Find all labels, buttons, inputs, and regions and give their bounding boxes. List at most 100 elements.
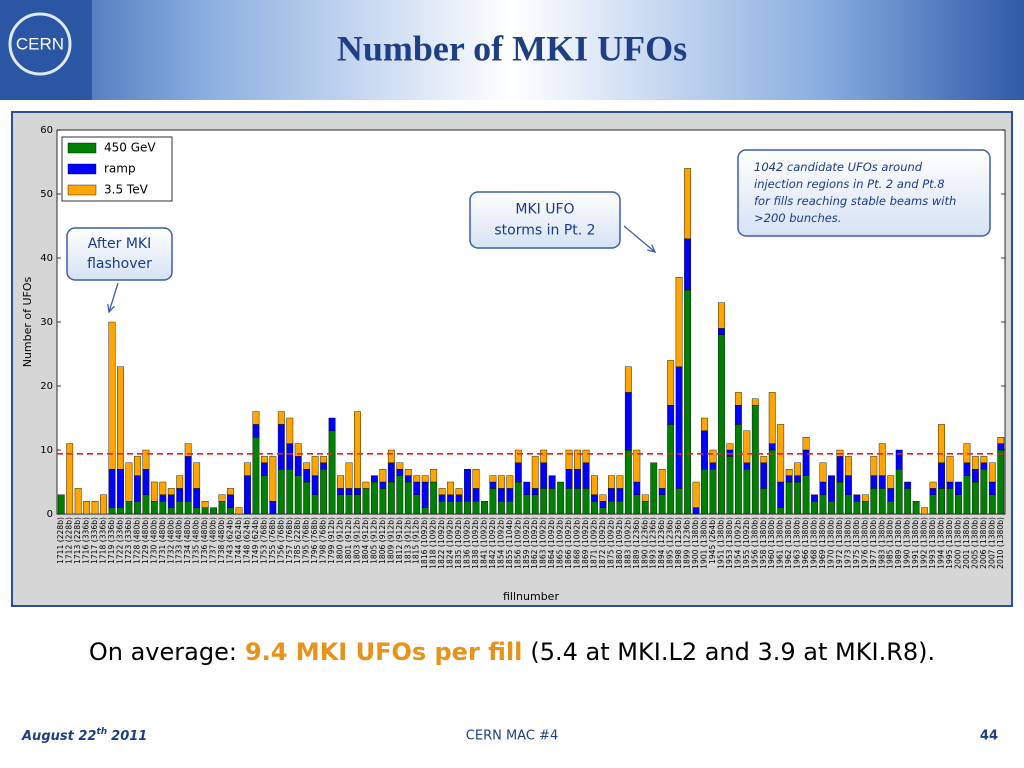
bar-segment bbox=[303, 481, 311, 515]
bar-segment bbox=[142, 469, 150, 496]
x-tick-label: 1723 (336b) bbox=[124, 517, 133, 564]
bar-segment bbox=[599, 507, 607, 515]
bar-segment bbox=[210, 507, 218, 515]
x-tick-label: 1864 (1092b) bbox=[547, 517, 556, 569]
bar-segment bbox=[684, 238, 692, 291]
x-tick-label: 1966 (1380b) bbox=[801, 517, 810, 569]
x-tick-label: 2010 (1380b) bbox=[996, 517, 1005, 569]
x-tick-label: 1992 (1380b) bbox=[920, 517, 929, 569]
x-tick-label: 1757 (768b) bbox=[285, 517, 294, 564]
x-tick-label: 1868 (1092b) bbox=[573, 517, 582, 569]
bar-segment bbox=[861, 501, 869, 515]
bar-segment bbox=[447, 501, 455, 515]
bar-segment bbox=[599, 494, 607, 502]
bar-segment bbox=[591, 475, 598, 496]
bar-segment bbox=[159, 481, 167, 496]
bar-segment bbox=[777, 481, 785, 508]
annotation-arrow bbox=[623, 225, 656, 253]
legend-label: ramp bbox=[104, 162, 136, 176]
x-tick-label: 1732 (480b) bbox=[166, 517, 175, 564]
x-tick-label: 1985 (1380b) bbox=[886, 517, 895, 569]
x-tick-label: 1800 (912b) bbox=[336, 517, 345, 564]
bar-segment bbox=[938, 488, 945, 515]
logo-ring bbox=[8, 12, 72, 76]
bar-segment bbox=[887, 501, 895, 515]
x-tick-label: 1995 (1380b) bbox=[945, 517, 954, 569]
x-tick-label: 1803 (912b) bbox=[352, 517, 361, 564]
x-tick-label: 1801 (912b) bbox=[344, 517, 353, 564]
bar-segment bbox=[481, 501, 488, 515]
x-tick-label: 1970 (1380b) bbox=[826, 517, 835, 569]
annotation-arrow bbox=[108, 282, 119, 313]
bar-segment bbox=[904, 488, 912, 515]
bar-segment bbox=[658, 494, 666, 515]
y-axis-label: Number of UFOs bbox=[21, 276, 34, 367]
x-tick-label: 1975 (1380b) bbox=[852, 517, 861, 569]
bar-segment bbox=[904, 481, 912, 489]
bar-segment bbox=[379, 488, 387, 515]
bar-segment bbox=[574, 488, 581, 515]
y-tick-label: 10 bbox=[40, 445, 53, 456]
bar-segment bbox=[218, 501, 226, 515]
x-tick-label: 1822 (1092b) bbox=[437, 517, 446, 569]
x-tick-label: 1735 (480b) bbox=[192, 517, 201, 564]
x-tick-label: 1799 (912b) bbox=[327, 517, 336, 564]
bar-segment bbox=[929, 488, 937, 495]
legend-swatch bbox=[67, 163, 97, 175]
bar-segment bbox=[768, 392, 776, 444]
bar-segment bbox=[117, 366, 124, 470]
bar-segment bbox=[362, 488, 370, 515]
x-tick-label: 1818 (1092b) bbox=[429, 517, 438, 569]
header-band bbox=[0, 0, 1024, 100]
bar-segment bbox=[303, 469, 311, 483]
x-tick-label: 1842 (1092b) bbox=[488, 517, 497, 569]
bar-segment bbox=[413, 475, 421, 483]
annotation-text: injection regions in Pt. 2 and Pt.8 bbox=[754, 177, 945, 191]
x-tick-label: 1875 (1092b) bbox=[606, 517, 615, 569]
x-tick-label: 1866 (1092b) bbox=[564, 517, 573, 569]
bar-segment bbox=[921, 507, 929, 515]
x-tick-label: 1993 (1380b) bbox=[928, 517, 937, 569]
bar-segment bbox=[227, 488, 234, 495]
bar-segment bbox=[531, 456, 539, 489]
summary-highlight: 9.4 MKI UFOs per fill bbox=[245, 638, 522, 666]
x-tick-label: 1862 (1092b) bbox=[530, 517, 539, 569]
bar-segment bbox=[167, 488, 175, 495]
bar-segment bbox=[142, 449, 150, 470]
bar-segment bbox=[633, 449, 641, 483]
bar-segment bbox=[802, 437, 810, 451]
x-tick-label: 2006 (1380b) bbox=[979, 517, 988, 569]
bar-segment bbox=[133, 501, 141, 515]
bar-segment bbox=[997, 449, 1005, 515]
bar-segment bbox=[709, 449, 717, 464]
bar-segment bbox=[675, 277, 683, 368]
bar-segment bbox=[506, 501, 514, 515]
bar-segment bbox=[387, 449, 395, 464]
bar-segment bbox=[675, 366, 683, 489]
bar-segment bbox=[269, 456, 277, 502]
bar-segment bbox=[337, 488, 344, 495]
bar-segment bbox=[125, 501, 133, 515]
x-tick-label: 1898 (1236b) bbox=[674, 517, 683, 569]
bar-segment bbox=[819, 494, 827, 515]
x-tick-label: 1733 (480b) bbox=[175, 517, 184, 564]
bar-segment bbox=[150, 481, 158, 502]
bar-segment bbox=[506, 488, 514, 502]
bar-segment bbox=[878, 443, 886, 476]
bar-segment bbox=[455, 488, 463, 495]
x-tick-label: 1816 (1092b) bbox=[420, 517, 429, 569]
logo-panel bbox=[0, 0, 92, 100]
x-tick-label: 1855 (1104b) bbox=[505, 517, 514, 569]
bar-segment bbox=[582, 462, 590, 489]
bar-segment bbox=[133, 475, 141, 502]
arrow-head bbox=[107, 303, 115, 314]
x-tick-label: 1736 (480b) bbox=[200, 517, 209, 564]
bar-segment bbox=[734, 405, 742, 425]
x-tick-label: 1869 (1092b) bbox=[581, 517, 590, 569]
bar-segment bbox=[718, 302, 725, 329]
bar-segment bbox=[743, 430, 751, 463]
bar-segment bbox=[794, 481, 802, 515]
bar-segment bbox=[252, 424, 260, 438]
bar-segment bbox=[345, 494, 353, 515]
bar-segment bbox=[624, 392, 632, 451]
